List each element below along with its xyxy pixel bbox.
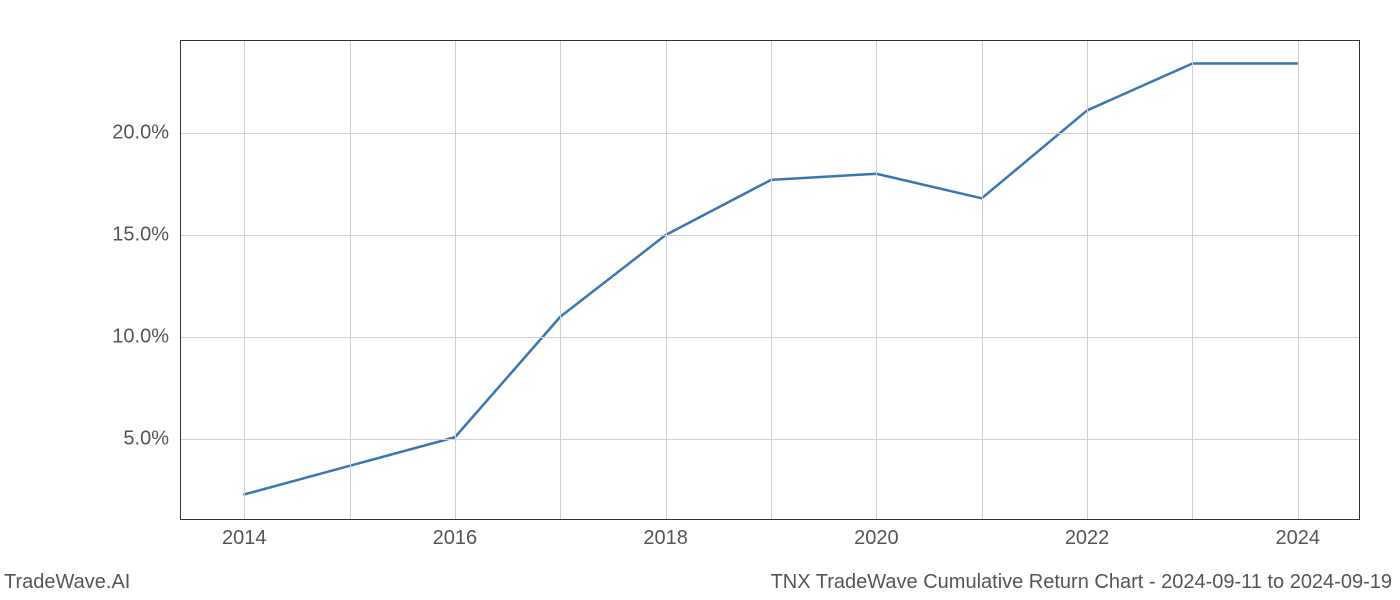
y-tick-label: 20.0%: [112, 121, 169, 144]
x-tick-label: 2014: [222, 527, 267, 550]
x-tick-label: 2022: [1065, 527, 1110, 550]
grid-line-horizontal: [181, 439, 1359, 440]
grid-line-vertical: [982, 41, 983, 519]
y-tick-label: 15.0%: [112, 224, 169, 247]
y-tick-label: 10.0%: [112, 326, 169, 349]
grid-line-horizontal: [181, 133, 1359, 134]
grid-line-vertical: [771, 41, 772, 519]
grid-line-vertical: [244, 41, 245, 519]
grid-line-vertical: [666, 41, 667, 519]
chart-container: 2014201620182020202220245.0%10.0%15.0%20…: [180, 40, 1360, 520]
footer-right-text: TNX TradeWave Cumulative Return Chart - …: [771, 571, 1392, 594]
grid-line-vertical: [1087, 41, 1088, 519]
x-tick-label: 2020: [854, 527, 899, 550]
footer-left-text: TradeWave.AI: [4, 571, 130, 594]
x-tick-label: 2024: [1276, 527, 1321, 550]
x-tick-label: 2016: [433, 527, 478, 550]
plot-area: 2014201620182020202220245.0%10.0%15.0%20…: [180, 40, 1360, 520]
grid-line-vertical: [455, 41, 456, 519]
grid-line-horizontal: [181, 235, 1359, 236]
grid-line-horizontal: [181, 337, 1359, 338]
grid-line-vertical: [1192, 41, 1193, 519]
grid-line-vertical: [1298, 41, 1299, 519]
chart-line-layer: [181, 41, 1359, 519]
grid-line-vertical: [876, 41, 877, 519]
y-tick-label: 5.0%: [123, 428, 169, 451]
grid-line-vertical: [560, 41, 561, 519]
grid-line-vertical: [350, 41, 351, 519]
x-tick-label: 2018: [643, 527, 688, 550]
